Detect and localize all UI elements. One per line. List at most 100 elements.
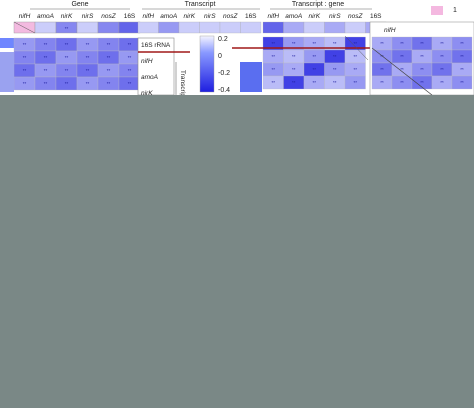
column-label: nirS — [82, 13, 94, 20]
diagonal-line — [344, 35, 369, 61]
significance-mark: ** — [128, 55, 132, 60]
heat-cell — [262, 21, 284, 34]
heat-cell — [199, 21, 221, 34]
heat-cell — [303, 21, 325, 34]
significance-mark: ** — [23, 81, 27, 86]
significance-mark: ** — [460, 54, 464, 59]
significance-mark: ** — [380, 41, 384, 46]
panel-gene-title: Gene — [71, 1, 88, 8]
heat-cell — [158, 21, 180, 34]
significance-mark: ** — [333, 67, 337, 72]
significance-mark: ** — [312, 80, 316, 85]
column-label: nifH — [267, 13, 279, 20]
significance-mark: ** — [128, 81, 132, 86]
heat-cell — [324, 21, 346, 34]
column-label: nirK — [308, 13, 320, 20]
significance-mark: ** — [353, 80, 357, 85]
significance-mark: ** — [128, 42, 132, 47]
significance-mark: ** — [380, 67, 384, 72]
significance-mark: ** — [292, 67, 296, 72]
heat-cell — [97, 21, 120, 34]
significance-mark: ** — [400, 54, 404, 59]
significance-mark: ** — [292, 54, 296, 59]
significance-mark: ** — [128, 68, 132, 73]
row-label-box — [137, 37, 175, 95]
heat-cell — [283, 21, 305, 34]
significance-mark: ** — [333, 41, 337, 46]
significance-mark: ** — [440, 67, 444, 72]
column-label: nifH — [142, 13, 154, 20]
significance-mark: ** — [333, 54, 337, 59]
column-label: nosZ — [101, 13, 116, 20]
significance-mark: ** — [353, 54, 357, 59]
significance-mark: ** — [23, 68, 27, 73]
legend-swatch — [431, 6, 443, 15]
heat-cell — [0, 52, 14, 92]
column-label: nirK — [61, 13, 73, 20]
diagonal-line — [13, 21, 36, 34]
colorbar-tick-label: 0.2 — [218, 36, 228, 43]
heat-cell — [178, 21, 200, 34]
heat-cell — [76, 21, 99, 34]
significance-mark: ** — [65, 42, 69, 47]
heatmap-figure: Gene nifH amoA nirK nirS nosZ 16S ** ** ** ** ** ** *… — [0, 1, 474, 95]
heat-cell — [344, 21, 366, 34]
heat-cell — [137, 21, 159, 34]
significance-mark: ** — [353, 41, 357, 46]
colorbar-tick-label: -0.2 — [218, 70, 230, 77]
significance-mark: ** — [380, 54, 384, 59]
significance-mark: ** — [65, 26, 69, 31]
column-label: amoA — [285, 13, 302, 20]
side-label-transcript: Transcript — [179, 70, 186, 95]
heat-cell — [34, 21, 57, 34]
colorbar — [199, 35, 215, 93]
significance-mark: ** — [292, 41, 296, 46]
significance-mark: ** — [460, 67, 464, 72]
significance-mark: ** — [23, 42, 27, 47]
significance-mark: ** — [400, 67, 404, 72]
significance-mark: ** — [107, 68, 111, 73]
row-label: 16S rRNA — [141, 42, 171, 49]
significance-mark: ** — [271, 41, 275, 46]
significance-mark: ** — [292, 80, 296, 85]
significance-mark: ** — [380, 80, 384, 85]
column-label: 16S — [370, 13, 382, 20]
column-label: nirS — [204, 13, 216, 20]
column-label: nirK — [183, 13, 195, 20]
row-label: amoA — [141, 74, 158, 81]
heat-cell — [0, 38, 14, 48]
row-label: nirK — [141, 90, 153, 95]
significance-mark: ** — [65, 81, 69, 86]
significance-mark: ** — [420, 67, 424, 72]
significance-mark: ** — [400, 80, 404, 85]
significance-mark: ** — [86, 81, 90, 86]
column-label: nosZ — [348, 13, 363, 20]
row-label: nifH — [384, 27, 396, 34]
significance-mark: ** — [460, 80, 464, 85]
significance-mark: ** — [312, 67, 316, 72]
colorbar-tick-label: -0.4 — [218, 87, 230, 94]
significance-mark: ** — [65, 68, 69, 73]
significance-mark: ** — [44, 55, 48, 60]
significance-mark: ** — [440, 41, 444, 46]
significance-mark: ** — [460, 41, 464, 46]
legend-value: 1 — [453, 7, 457, 14]
figure-canvas: Gene nifH amoA nirK nirS nosZ 16S ** ** ** ** ** ** *… — [0, 0, 474, 95]
significance-mark: ** — [312, 54, 316, 59]
significance-mark: ** — [86, 68, 90, 73]
heat-cell — [240, 21, 262, 34]
significance-mark: ** — [271, 54, 275, 59]
column-label: 16S — [245, 13, 257, 20]
heat-cell — [219, 21, 241, 34]
colorbar-tick-label: 0 — [218, 53, 222, 60]
panel-transcript-title: Transcript — [185, 1, 216, 8]
significance-mark: ** — [107, 81, 111, 86]
column-label: 16S — [124, 13, 136, 20]
diagonal-line — [371, 47, 433, 95]
significance-mark: ** — [420, 80, 424, 85]
significance-mark: ** — [44, 68, 48, 73]
row-label: nifH — [141, 58, 153, 65]
significance-mark: ** — [107, 55, 111, 60]
significance-mark: ** — [86, 55, 90, 60]
heat-cell — [240, 62, 262, 92]
